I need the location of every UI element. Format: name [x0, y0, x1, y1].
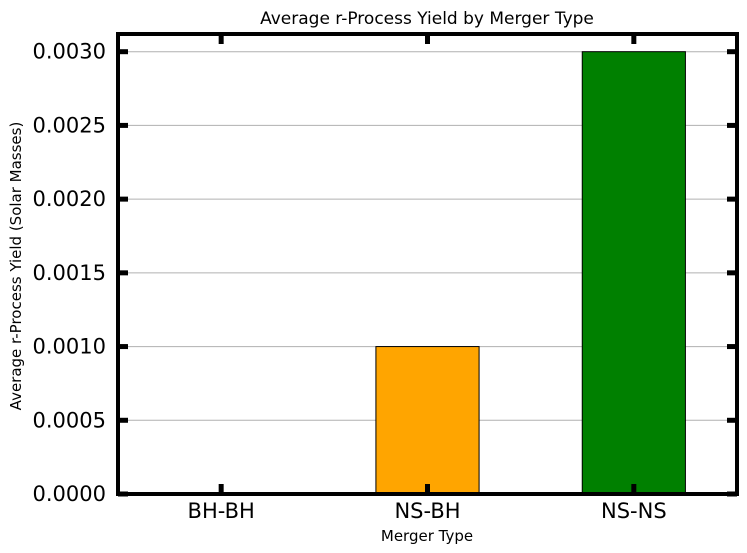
plot-frame: [116, 32, 739, 496]
y-tick-label: 0.0020: [33, 187, 106, 211]
y-tick-label: 0.0005: [33, 408, 106, 432]
chart-title: Average r-Process Yield by Merger Type: [260, 9, 594, 29]
bar-ns-ns: [581, 51, 686, 495]
x-tick-label: NS-NS: [601, 499, 667, 523]
x-tick-label: NS-BH: [394, 499, 460, 523]
x-tick-label: BH-BH: [188, 499, 255, 523]
y-tick-labels: 0.0000 0.0005 0.0010 0.0015 0.0020 0.0025 0.00…: [33, 40, 106, 506]
bar-ns-bh: [375, 346, 480, 495]
x-axis-label: Merger Type: [381, 527, 473, 545]
y-tick-label: 0.0025: [33, 113, 106, 137]
y-tick-label: 0.0000: [33, 482, 106, 506]
y-axis-label: Average r-Process Yield (Solar Masses): [7, 122, 25, 411]
y-tick-label: 0.0030: [33, 40, 106, 64]
y-tick-label: 0.0010: [33, 335, 106, 359]
y-tick-label: 0.0015: [33, 261, 106, 285]
x-tick-labels: BH-BH NS-BH NS-NS: [188, 499, 667, 523]
bars: [375, 51, 686, 495]
